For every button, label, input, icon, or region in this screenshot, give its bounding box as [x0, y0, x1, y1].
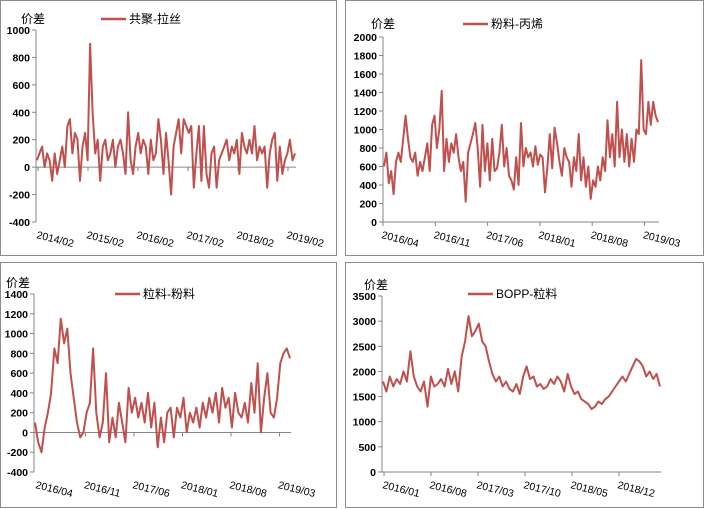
y-tick-label: 2500 [353, 341, 377, 353]
y-tick-label: 1600 [354, 69, 378, 81]
y-tick-label: 400 [359, 180, 377, 192]
line-chart: 3500 3000 2500 2000 1500 1000 500 0 2016/01 2016/… [353, 278, 661, 500]
y-tick-label: 0 [22, 427, 28, 439]
y-axis-label: 价差 [364, 278, 388, 292]
chart-panel-powder-propylene: 2000 1800 1600 1400 1200 1000 800 600 400 200 0 201… [345, 0, 704, 256]
y-axis-label: 价差 [21, 12, 45, 26]
x-tick-label: 2014/02 [35, 229, 75, 250]
y-tick-label: 200 [12, 135, 30, 147]
y-tick-label: 500 [358, 442, 376, 454]
y-tick-label: 1200 [354, 106, 378, 118]
chart-panel-bopp-pellet: 3500 3000 2500 2000 1500 1000 500 0 2016/01 2016/… [345, 262, 704, 508]
y-tick-label: 1000 [353, 417, 377, 429]
x-tick-label: 2017/06 [485, 229, 525, 250]
x-tick-label: 2018/12 [616, 479, 656, 500]
y-tick-label: 3500 [353, 291, 377, 303]
x-tick-label: 2017/03 [475, 479, 515, 500]
y-tick-label: 1000 [7, 25, 31, 37]
y-tick-label: 1500 [353, 392, 377, 404]
y-tick-label: 1800 [354, 51, 378, 63]
y-tick-label: 800 [359, 143, 377, 155]
line-chart: 1000 800 600 400 200 0 -200 -400 2014/02 2015/02 2… [7, 11, 326, 250]
y-tick-label: 1400 [354, 88, 378, 100]
y-tick-label: 1200 [5, 309, 29, 321]
y-tick-label: 1000 [5, 329, 29, 341]
y-tick-label: 200 [10, 408, 28, 420]
x-tick-label: 2016/04 [34, 479, 74, 500]
line-chart: 2000180016001400120010008006004002000201… [354, 17, 682, 250]
x-tick-label: 2017/06 [131, 479, 171, 500]
legend-label: 粉料-丙烯 [491, 17, 543, 31]
x-tick-label: 2018/08 [589, 229, 629, 250]
chart-panel-copolymer-drawing: 1000 800 600 400 200 0 -200 -400 2014/02 2015/02 2… [0, 0, 337, 256]
x-tick-label: 2018/01 [537, 229, 577, 250]
y-tick-label: -400 [9, 217, 30, 229]
x-tick-label: 2018/08 [228, 479, 268, 500]
y-axis-label: 价差 [371, 17, 395, 31]
y-tick-label: 600 [359, 162, 377, 174]
legend-label: 共聚-拉丝 [129, 11, 181, 26]
x-tick-label: 2019/03 [277, 479, 317, 500]
x-tick-label: 2018/02 [235, 229, 275, 250]
series-line [34, 317, 291, 454]
y-tick-label: 0 [371, 217, 377, 229]
y-tick-label: 2000 [354, 32, 378, 44]
y-tick-label: -200 [7, 447, 28, 459]
x-tick-label: 2019/03 [642, 229, 682, 250]
legend-label: 粒料-粉料 [143, 286, 195, 301]
x-tick-label: 2018/05 [569, 479, 609, 500]
y-tick-label: 3000 [353, 316, 377, 328]
x-tick-label: 2016/02 [135, 229, 175, 250]
x-tick-label: 2016/04 [380, 229, 420, 250]
x-tick-label: 2018/01 [180, 479, 220, 500]
x-tick-label: 2016/01 [381, 479, 421, 500]
y-tick-label: 400 [10, 388, 28, 400]
x-tick-label: 2016/11 [83, 479, 122, 500]
y-tick-label: -400 [7, 467, 28, 479]
y-axis-label: 价差 [6, 276, 30, 290]
x-tick-label: 2015/02 [85, 229, 125, 250]
y-tick-label: 1000 [354, 125, 378, 137]
legend-label: BOPP-粒料 [496, 286, 557, 301]
y-tick-label: 400 [12, 107, 30, 119]
chart-panel-pellet-powder: 1400 1200 1000 800 600 400 200 0 -200 -400 2016/04… [0, 262, 337, 508]
series-line [36, 42, 296, 196]
x-tick-label: 2016/08 [428, 479, 468, 500]
x-tick-label: 2019/02 [285, 229, 325, 250]
x-tick-label: 2017/02 [185, 229, 225, 250]
y-tick-label: 800 [12, 52, 30, 64]
y-tick-label: 200 [359, 199, 377, 211]
y-tick-label: -200 [9, 190, 30, 202]
x-tick-label: 2016/11 [433, 229, 472, 250]
y-tick-label: 1400 [5, 289, 29, 301]
y-tick-label: 600 [10, 368, 28, 380]
line-chart: 1400 1200 1000 800 600 400 200 0 -200 -400 2016/04… [5, 276, 317, 500]
y-tick-label: 800 [10, 348, 28, 360]
series-line [383, 59, 659, 203]
y-tick-label: 0 [24, 162, 30, 174]
series-line [382, 315, 661, 411]
y-tick-label: 0 [370, 467, 376, 479]
y-tick-label: 2000 [353, 366, 377, 378]
y-tick-label: 600 [12, 80, 30, 92]
x-tick-label: 2017/10 [522, 479, 562, 500]
